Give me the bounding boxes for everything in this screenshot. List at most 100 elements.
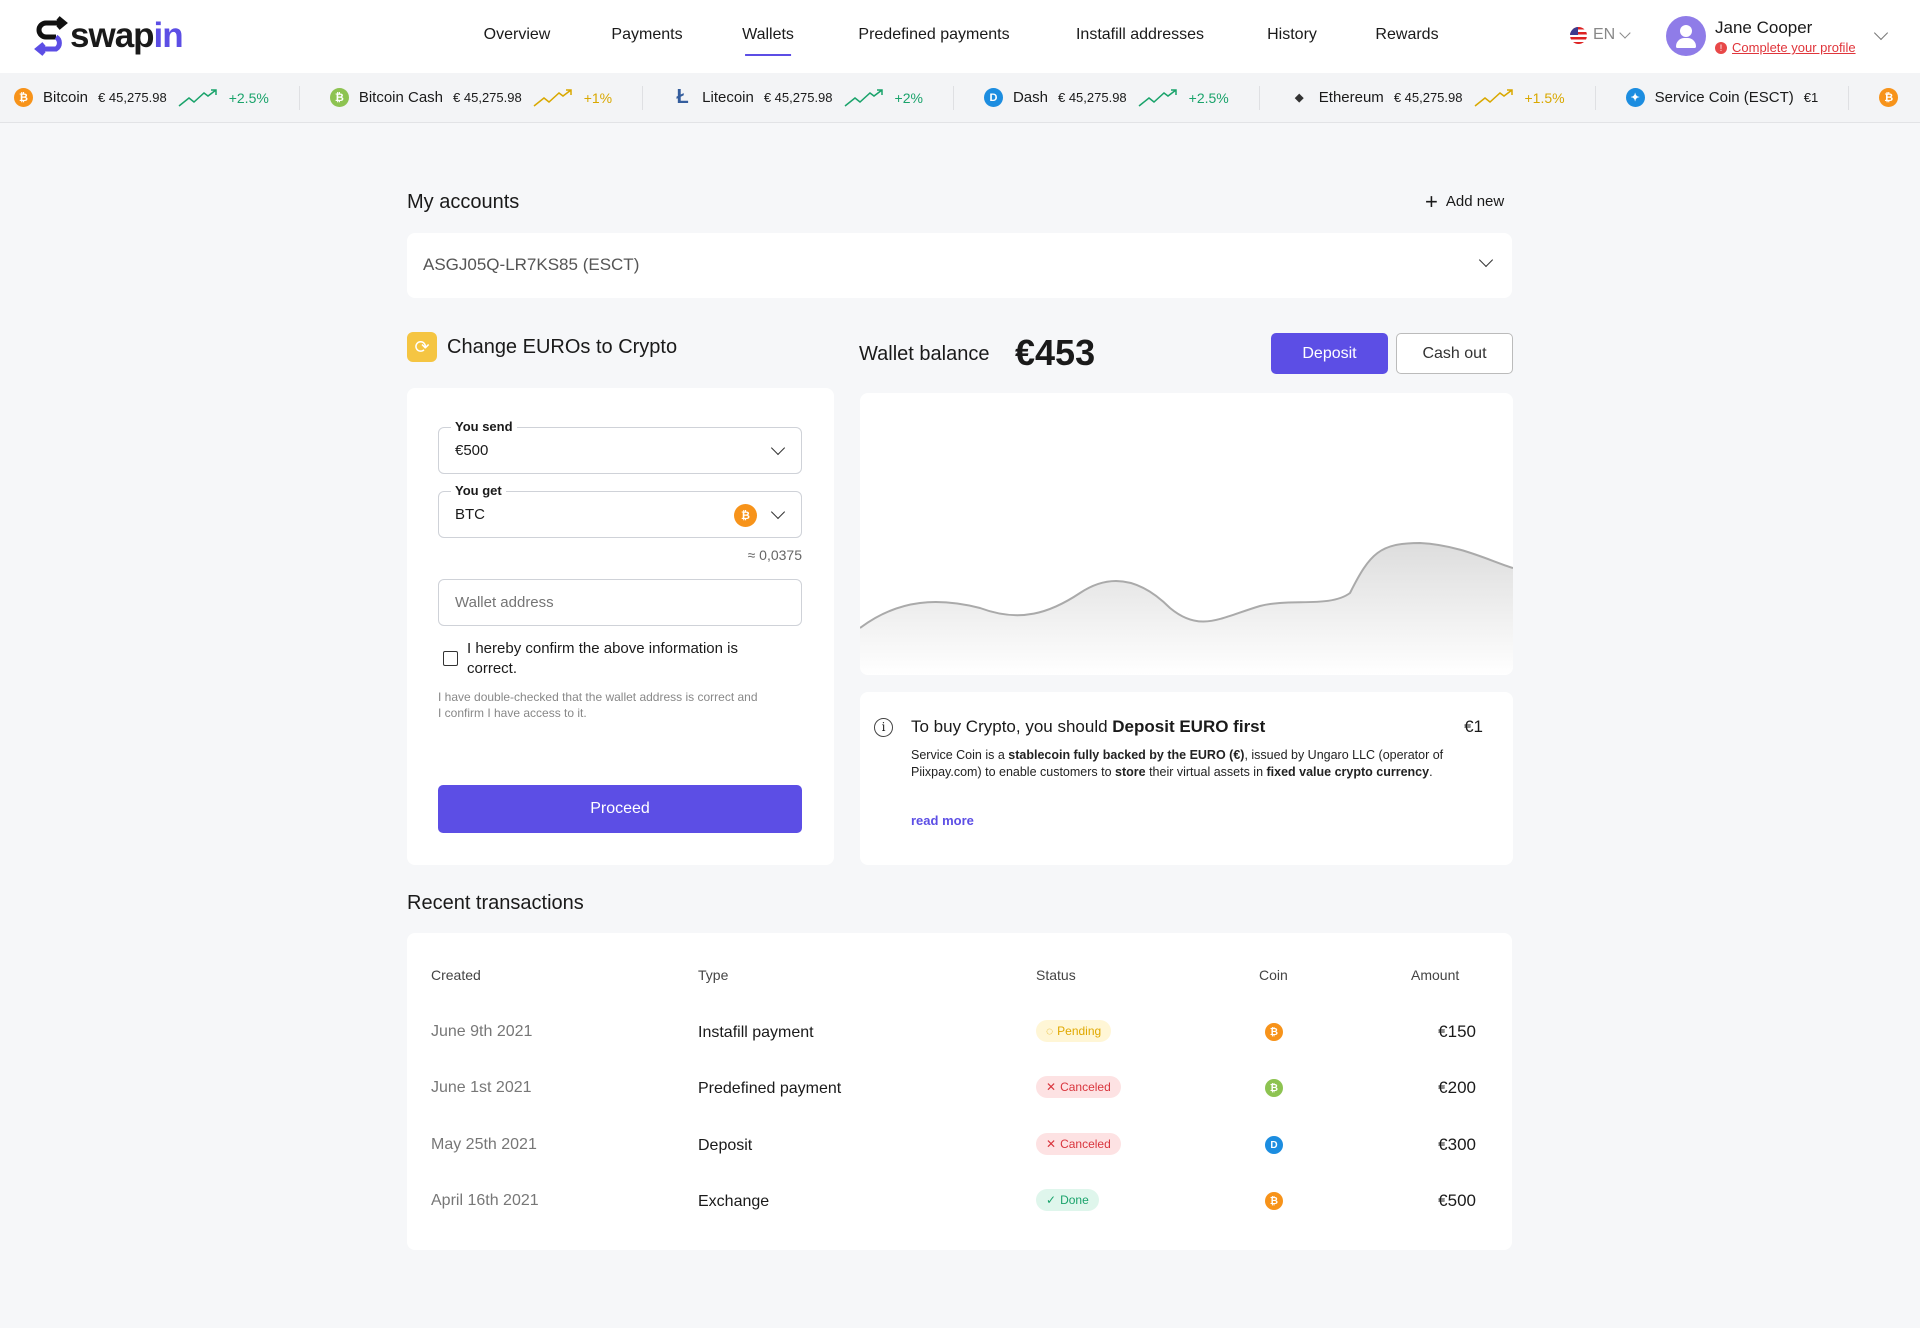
trend-up-icon [1474, 88, 1513, 107]
you-send-value: €500 [455, 442, 489, 459]
column-header-type: Type [698, 967, 729, 983]
user-menu-chevron-icon[interactable] [1873, 25, 1889, 41]
ticker-item[interactable]: ₿ Bitcoin € 45,275.98 +2.5% [14, 85, 300, 110]
coin-name: Ethereum [1318, 89, 1384, 106]
cell-created: April 16th 2021 [431, 1192, 539, 1209]
nav-instafill-addresses[interactable]: Instafill addresses [1075, 26, 1205, 43]
cell-type: Predefined payment [698, 1080, 842, 1097]
brand-name: swapin [70, 16, 184, 55]
user-name: Jane Cooper [1715, 18, 1813, 37]
nav-rewards[interactable]: Rewards [1375, 26, 1439, 43]
column-header-status: Status [1036, 967, 1076, 983]
status-badge: ◌ Pending [1036, 1020, 1112, 1042]
coin-change: +2.5% [1188, 89, 1229, 106]
you-send-select[interactable]: You send €500 [438, 419, 802, 474]
coin-name: Bitcoin Cash [358, 89, 444, 106]
ticker-item[interactable]: ₿ Bitcoin Cash € 45,275.98 +1% [329, 85, 644, 110]
status-icon: ◌ [1046, 1024, 1054, 1038]
you-get-label: You get [451, 483, 506, 498]
info-title: To buy Crypto, you should Deposit EURO f… [911, 717, 1266, 736]
trend-up-icon [844, 88, 883, 107]
you-get-value: BTC [455, 506, 485, 523]
swap-arrows-icon [34, 16, 68, 56]
price-ticker: ₿ Bitcoin € 45,275.98 +2.5% ₿ Bitcoin Cas… [0, 73, 1920, 123]
dash-icon: D [983, 88, 1003, 107]
trend-up-icon [178, 88, 217, 107]
proceed-button[interactable]: Proceed [438, 785, 802, 833]
nav-payments[interactable]: Payments [611, 26, 683, 43]
info-description: Service Coin is a stablecoin fully backe… [911, 748, 1444, 779]
coin-change: +1.5% [1524, 89, 1565, 106]
alert-icon: ! [1715, 41, 1727, 54]
column-header-created: Created [431, 967, 481, 983]
cash-out-button[interactable]: Cash out [1396, 333, 1513, 374]
status-badge: ✕ Canceled [1036, 1133, 1121, 1155]
coin-name: Service Coin (ESCT) [1654, 89, 1794, 106]
avatar[interactable] [1666, 16, 1706, 56]
coin-change: +2.5% [228, 89, 269, 106]
status-badge: ✕ Canceled [1036, 1076, 1121, 1098]
recent-transactions-title: Recent transactions [407, 892, 584, 914]
coin-name: Dash [1012, 89, 1048, 106]
deposit-button[interactable]: Deposit [1271, 333, 1388, 374]
coin-name: Litecoin [702, 89, 754, 106]
bitcoin-cash-icon: ₿ [1265, 1079, 1283, 1097]
chevron-down-icon [1619, 27, 1631, 39]
cell-created: June 1st 2021 [431, 1079, 532, 1096]
exchange-card: You send €500 You get BTC ₿ ≈ 0,0375 I h… [407, 388, 834, 865]
balance-area-chart [860, 541, 1513, 675]
nav-overview[interactable]: Overview [483, 26, 551, 43]
ticker-item[interactable]: Ł Litecoin € 45,275.98 +2% [673, 85, 954, 110]
chevron-down-icon [770, 440, 786, 456]
crypto-estimate: ≈ 0,0375 [747, 547, 802, 563]
nav-wallets[interactable]: Wallets [742, 26, 794, 56]
balance-area [860, 543, 1513, 675]
cell-type: Exchange [698, 1193, 770, 1210]
status-icon: ✓ [1046, 1193, 1057, 1207]
add-new-button[interactable]: + Add new [1425, 188, 1505, 214]
bitcoin-icon: ₿ [1265, 1192, 1283, 1210]
coin-change: +1% [583, 89, 613, 106]
status-icon: ✕ [1046, 1137, 1057, 1151]
language-selector[interactable]: EN [1570, 26, 1631, 44]
read-more-link[interactable]: read more [911, 813, 974, 828]
ethereum-icon: ◆ [1295, 92, 1304, 104]
you-get-select[interactable]: You get BTC ₿ [438, 483, 802, 538]
account-select[interactable]: ASGJ05Q-LR7KS85 (ESCT) [407, 233, 1512, 298]
cell-amount: €300 [1438, 1135, 1476, 1154]
column-header-coin: Coin [1259, 967, 1288, 983]
complete-profile-link[interactable]: ! Complete your profile [1715, 40, 1856, 55]
info-value: €1 [1464, 717, 1483, 736]
info-icon: i [874, 718, 893, 737]
wallet-balance-chart [860, 393, 1513, 675]
transactions-table [407, 933, 1512, 1250]
exchange-title: Change EUROs to Crypto [447, 336, 678, 358]
ticker-item[interactable]: ✦ Service Coin (ESCT) €1 [1625, 85, 1850, 110]
cell-amount: €200 [1438, 1078, 1476, 1097]
ticker-item[interactable]: D Dash € 45,275.98 +2.5% [983, 85, 1260, 110]
cell-amount: €500 [1438, 1191, 1476, 1210]
chevron-down-icon [1478, 252, 1494, 268]
bitcoin-icon: ₿ [1265, 1023, 1283, 1041]
coin-price: € 45,275.98 [1057, 90, 1127, 105]
column-header-amount: Amount [1411, 967, 1460, 983]
bitcoin-cash-icon: ₿ [329, 88, 349, 107]
trend-up-icon [533, 88, 572, 107]
balance-line [860, 541, 1513, 629]
coin-name: Bitcoin [43, 89, 89, 106]
swapin-logo[interactable]: swapin [34, 14, 184, 58]
ticker-item[interactable]: ◆ Ethereum € 45,275.98 +1.5% [1290, 85, 1596, 110]
bitcoin-icon: ₿ [734, 504, 757, 527]
dash-icon: D [1265, 1136, 1283, 1154]
my-accounts-title: My accounts [407, 191, 520, 213]
bitcoin-icon: ₿ [14, 88, 33, 107]
nav-predefined-payments[interactable]: Predefined payments [858, 26, 1010, 43]
top-header: swapin Overview Payments Wallets Predefi… [0, 0, 1920, 73]
confirm-checkbox[interactable] [443, 651, 458, 666]
plus-icon: + [1425, 188, 1438, 214]
confirm-note: I have double-checked that the wallet ad… [438, 690, 758, 720]
nav-history[interactable]: History [1267, 26, 1317, 43]
coin-price: € 45,275.98 [763, 90, 833, 105]
coin-price: € 45,275.98 [1393, 90, 1463, 105]
wallet-address-input[interactable] [438, 579, 802, 626]
